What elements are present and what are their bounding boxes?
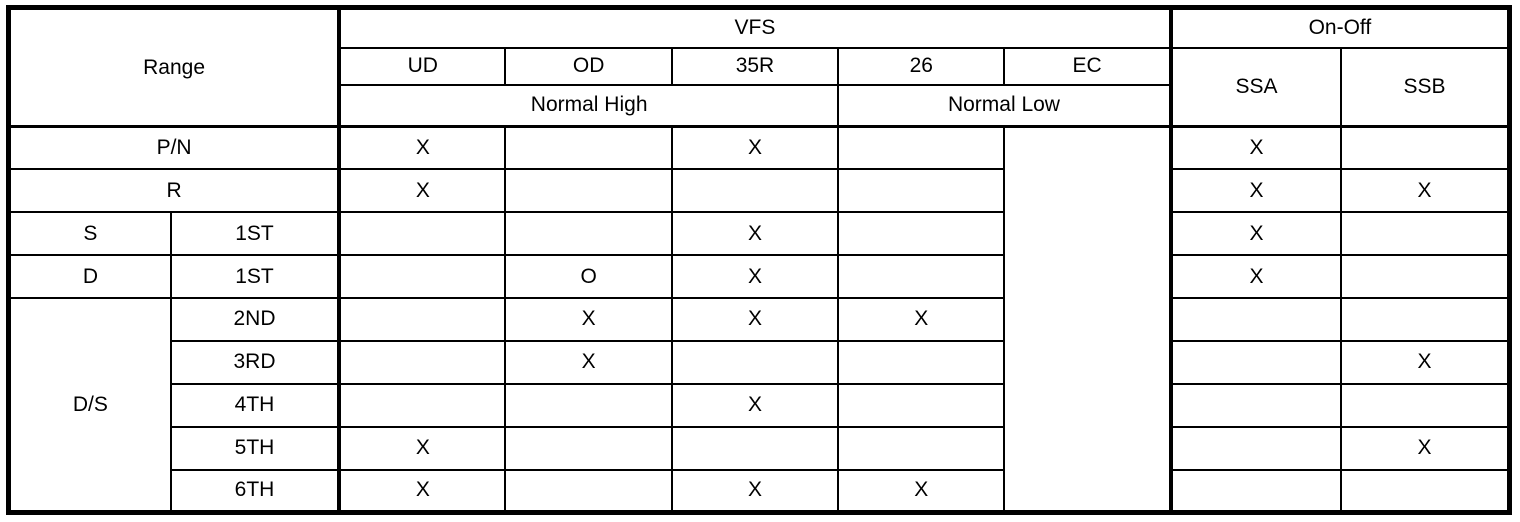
- gear-cell: 1ST: [169, 211, 341, 257]
- mark-cell: X: [670, 254, 840, 299]
- mark-cell: [504, 468, 673, 514]
- header-ssa: SSA: [1168, 46, 1343, 128]
- mark-cell: X: [1340, 425, 1511, 471]
- mark-cell: [1340, 125, 1511, 171]
- mark-cell: [670, 339, 840, 385]
- header-vfs: VFS: [337, 6, 1172, 49]
- header-row-normal: Normal High Normal Low: [9, 83, 1510, 128]
- mark-cell: [837, 339, 1006, 385]
- header-ec: EC: [1003, 46, 1172, 86]
- mark-cell: X: [337, 168, 507, 214]
- mark-cell: X: [504, 297, 673, 342]
- mark-cell: [1168, 297, 1343, 342]
- mark-cell: O: [504, 254, 673, 299]
- mark-cell: [837, 382, 1006, 428]
- gear-cell: 6TH: [169, 468, 341, 514]
- range-cell: D: [7, 254, 172, 299]
- mark-cell: [837, 425, 1006, 471]
- table-row-s-1st: S 1ST X X: [7, 211, 1511, 257]
- mark-cell: [670, 425, 840, 471]
- mark-cell: [504, 211, 673, 257]
- mark-cell: [837, 211, 1006, 257]
- range-cell: R: [7, 168, 341, 214]
- header-on-off: On-Off: [1168, 6, 1511, 49]
- solenoid-application-table: Range VFS On-Off UD OD 35R 26 EC SSA SSB…: [6, 5, 1512, 515]
- header-26: 26: [837, 46, 1006, 86]
- table-row-r: R X X X: [7, 168, 1511, 214]
- header-35r: 35R: [670, 46, 840, 86]
- header-ssb: SSB: [1340, 46, 1511, 128]
- gear-cell: 3RD: [169, 339, 341, 385]
- table-row-d-1st: D 1ST O X X: [7, 254, 1511, 299]
- mark-cell: X: [1340, 339, 1511, 385]
- mark-cell: [1340, 211, 1511, 257]
- mark-cell: [1168, 468, 1343, 514]
- mark-cell: [1168, 339, 1343, 385]
- mark-cell: [504, 382, 673, 428]
- ec-merged-cell: [1003, 125, 1172, 514]
- mark-cell: X: [1168, 125, 1343, 171]
- header-normal-low: Normal Low: [837, 83, 1172, 128]
- mark-cell: [837, 125, 1006, 171]
- mark-cell: X: [504, 339, 673, 385]
- mark-cell: X: [670, 468, 840, 514]
- table-row-ds-4th: 4TH X: [9, 382, 1511, 428]
- header-row-groups: Range VFS On-Off: [7, 6, 1511, 128]
- mark-cell: [504, 125, 673, 171]
- table-row-pn: P/N X X X: [7, 125, 1511, 514]
- header-od: OD: [504, 46, 673, 86]
- mark-cell: [1340, 254, 1511, 299]
- mark-cell: X: [337, 125, 507, 171]
- mark-cell: [837, 254, 1006, 299]
- mark-cell: X: [337, 425, 507, 471]
- mark-cell: X: [670, 211, 840, 257]
- mark-cell: [837, 168, 1006, 214]
- mark-cell: [337, 339, 507, 385]
- gear-cell: 2ND: [169, 297, 341, 342]
- mark-cell: X: [837, 297, 1006, 342]
- mark-cell: X: [1168, 254, 1343, 299]
- mark-cell: X: [1340, 168, 1511, 214]
- gear-cell: 1ST: [169, 254, 341, 299]
- range-cell: P/N: [7, 125, 341, 171]
- mark-cell: [504, 168, 673, 214]
- mark-cell: [1340, 297, 1511, 342]
- gear-cell: 4TH: [169, 382, 341, 428]
- table-row-ds-6th: 6TH X X X: [9, 468, 1511, 514]
- mark-cell: [1168, 382, 1343, 428]
- mark-cell: [337, 297, 507, 342]
- gear-cell: 5TH: [169, 425, 341, 471]
- table-row-ds-3rd: 3RD X X: [9, 339, 1511, 385]
- mark-cell: [1340, 382, 1511, 428]
- mark-cell: X: [670, 297, 840, 342]
- mark-cell: [337, 254, 507, 299]
- mark-cell: X: [1168, 168, 1343, 214]
- header-normal-high: Normal High: [337, 83, 840, 128]
- header-row-solenoids: UD OD 35R 26 EC SSA SSB: [9, 46, 1511, 128]
- mark-cell: [1168, 425, 1343, 471]
- mark-cell: [670, 168, 840, 214]
- range-cell: D/S: [7, 297, 172, 514]
- range-cell: S: [7, 211, 172, 257]
- mark-cell: X: [337, 468, 507, 514]
- table-row-ds-2nd: D/S 2ND X X X: [7, 297, 1511, 514]
- mark-cell: X: [670, 125, 840, 171]
- table-row-ds-5th: 5TH X X: [9, 425, 1511, 471]
- mark-cell: [337, 382, 507, 428]
- mark-cell: [1340, 468, 1511, 514]
- mark-cell: X: [1168, 211, 1343, 257]
- mark-cell: [337, 211, 507, 257]
- header-range: Range: [7, 6, 341, 128]
- mark-cell: X: [670, 382, 840, 428]
- header-ud: UD: [337, 46, 507, 86]
- mark-cell: [504, 425, 673, 471]
- mark-cell: X: [837, 468, 1006, 514]
